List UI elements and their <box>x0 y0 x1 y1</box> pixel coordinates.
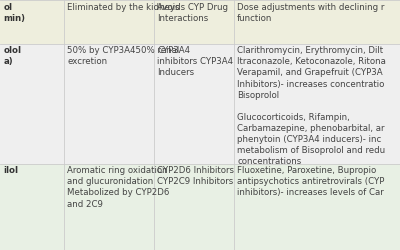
Text: ilol: ilol <box>3 166 18 175</box>
Text: Clarithromycin, Erythromycin, Dilt
Itraconazole, Ketoconazole, Ritona
Verapamil,: Clarithromycin, Erythromycin, Dilt Itrac… <box>237 46 386 166</box>
Text: CYP3A4
inhibitors CYP3A4
Inducers: CYP3A4 inhibitors CYP3A4 Inducers <box>157 46 233 78</box>
Text: olol
a): olol a) <box>3 46 21 66</box>
Text: Aromatic ring oxidation
and glucuronidation
Metabolized by CYP2D6
and 2C9: Aromatic ring oxidation and glucuronidat… <box>67 166 170 208</box>
Bar <box>0 0 400 44</box>
Text: Dose adjustments with declining r
function: Dose adjustments with declining r functi… <box>237 2 384 22</box>
Text: CYP2D6 Inhibitors
CYP2C9 Inhibitors: CYP2D6 Inhibitors CYP2C9 Inhibitors <box>157 166 234 186</box>
Text: ol
min): ol min) <box>3 2 25 22</box>
Bar <box>0 164 400 250</box>
Text: Fluoxetine, Paroxetine, Bupropio
antipsychotics antiretrovirals (CYP
inhibitors): Fluoxetine, Paroxetine, Bupropio antipsy… <box>237 166 384 198</box>
Text: 50% by CYP3A450% renal
excretion: 50% by CYP3A450% renal excretion <box>67 46 180 66</box>
Text: Avoids CYP Drug
Interactions: Avoids CYP Drug Interactions <box>157 2 228 22</box>
Text: Eliminated by the kidneys: Eliminated by the kidneys <box>67 2 180 12</box>
Bar <box>0 44 400 164</box>
